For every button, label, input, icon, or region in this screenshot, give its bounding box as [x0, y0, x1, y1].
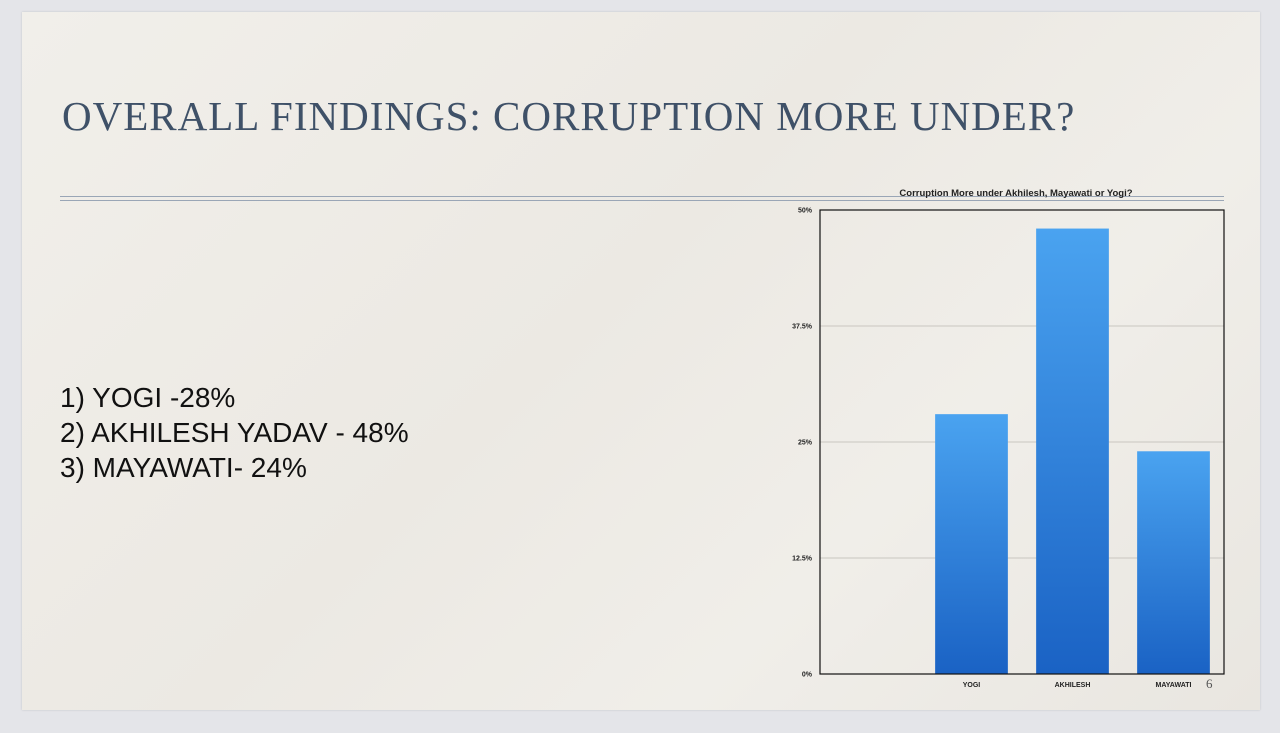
y-tick-label: 50% [798, 208, 813, 215]
y-tick-label: 0% [802, 672, 813, 679]
finding-item-yogi: 1) YOGI -28% [60, 382, 236, 413]
finding-item-akhilesh: 2) AKHILESH YADAV - 48% [60, 417, 409, 448]
y-axis-ticks: 0% 12.5% 25% 37.5% 50% [792, 208, 813, 679]
x-category-label: YOGI [963, 682, 981, 689]
y-tick-label: 37.5% [792, 324, 813, 331]
chart-title: Corruption More under Akhilesh, Mayawati… [899, 188, 1132, 199]
x-axis-categories: YOGI AKHILESH MAYAWATI [963, 682, 1192, 689]
page-number: 6 [1206, 676, 1213, 691]
bar-akhilesh [1036, 228, 1109, 674]
title-divider [60, 196, 1224, 201]
bar-mayawati [1137, 451, 1210, 674]
x-category-label: MAYAWATI [1156, 682, 1192, 689]
bar-yogi [935, 414, 1008, 674]
y-tick-label: 12.5% [792, 556, 813, 563]
slide-title: OVERALL FINDINGS: CORRUPTION MORE UNDER? [62, 93, 1076, 139]
findings-list: 1) YOGI -28% 2) AKHILESH YADAV - 48% 3) … [60, 380, 409, 485]
y-tick-label: 25% [798, 440, 813, 447]
finding-item-mayawati: 3) MAYAWATI- 24% [60, 452, 307, 483]
bars [935, 228, 1210, 674]
x-category-label: AKHILESH [1055, 682, 1091, 689]
plot-frame [819, 209, 1225, 675]
